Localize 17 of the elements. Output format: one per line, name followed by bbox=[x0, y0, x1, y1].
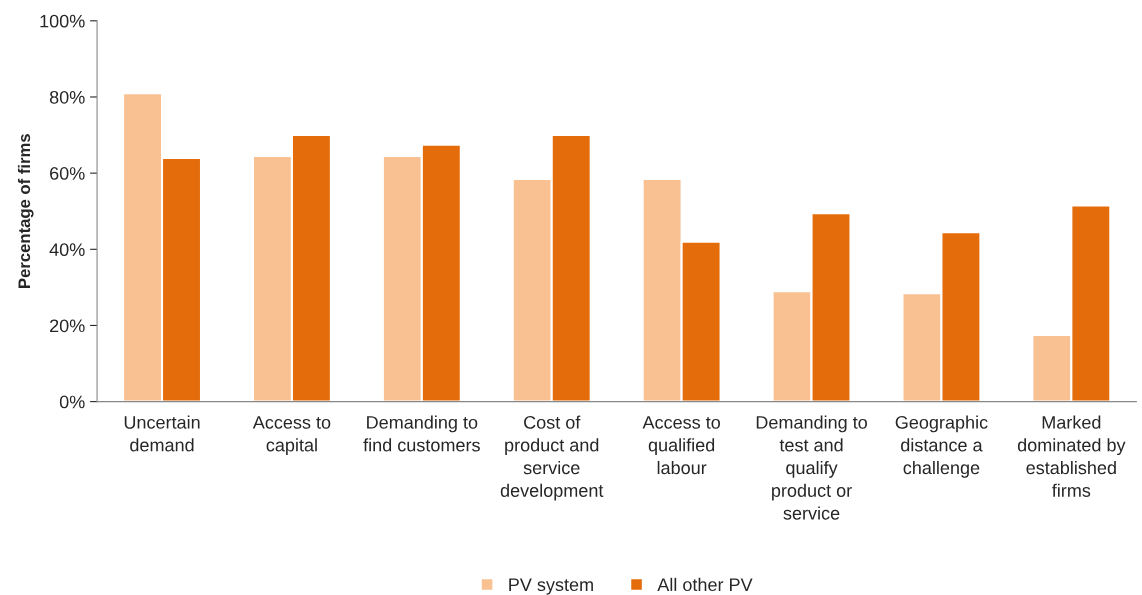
y-axis-title: Percentage of firms bbox=[17, 134, 34, 288]
x-tick-label: Marked dominated by established firms bbox=[1017, 415, 1126, 497]
legend-label: All other PV bbox=[657, 577, 753, 592]
x-tick-label: Uncertain demand bbox=[124, 415, 200, 452]
y-tick-label: 40% bbox=[49, 243, 85, 257]
y-tick-label: 0% bbox=[59, 395, 85, 409]
x-tick-label: Demanding to find customers bbox=[363, 415, 480, 452]
x-tick-label: Access to qualified labour bbox=[642, 416, 721, 475]
y-tick-label: 20% bbox=[50, 319, 85, 333]
x-tick-label: Cost of product and service development bbox=[500, 415, 604, 501]
y-tick-label: 100% bbox=[40, 14, 85, 28]
legend-label: PV system bbox=[509, 578, 593, 595]
y-tick-label: 60% bbox=[50, 167, 85, 180]
x-tick-label: Demanding to test and qualify product or service bbox=[756, 415, 867, 520]
x-tick-label: Geographic distance a challenge bbox=[895, 415, 988, 478]
x-tick-label: Access to capital bbox=[252, 416, 331, 456]
y-tick-label: 80% bbox=[49, 90, 85, 104]
